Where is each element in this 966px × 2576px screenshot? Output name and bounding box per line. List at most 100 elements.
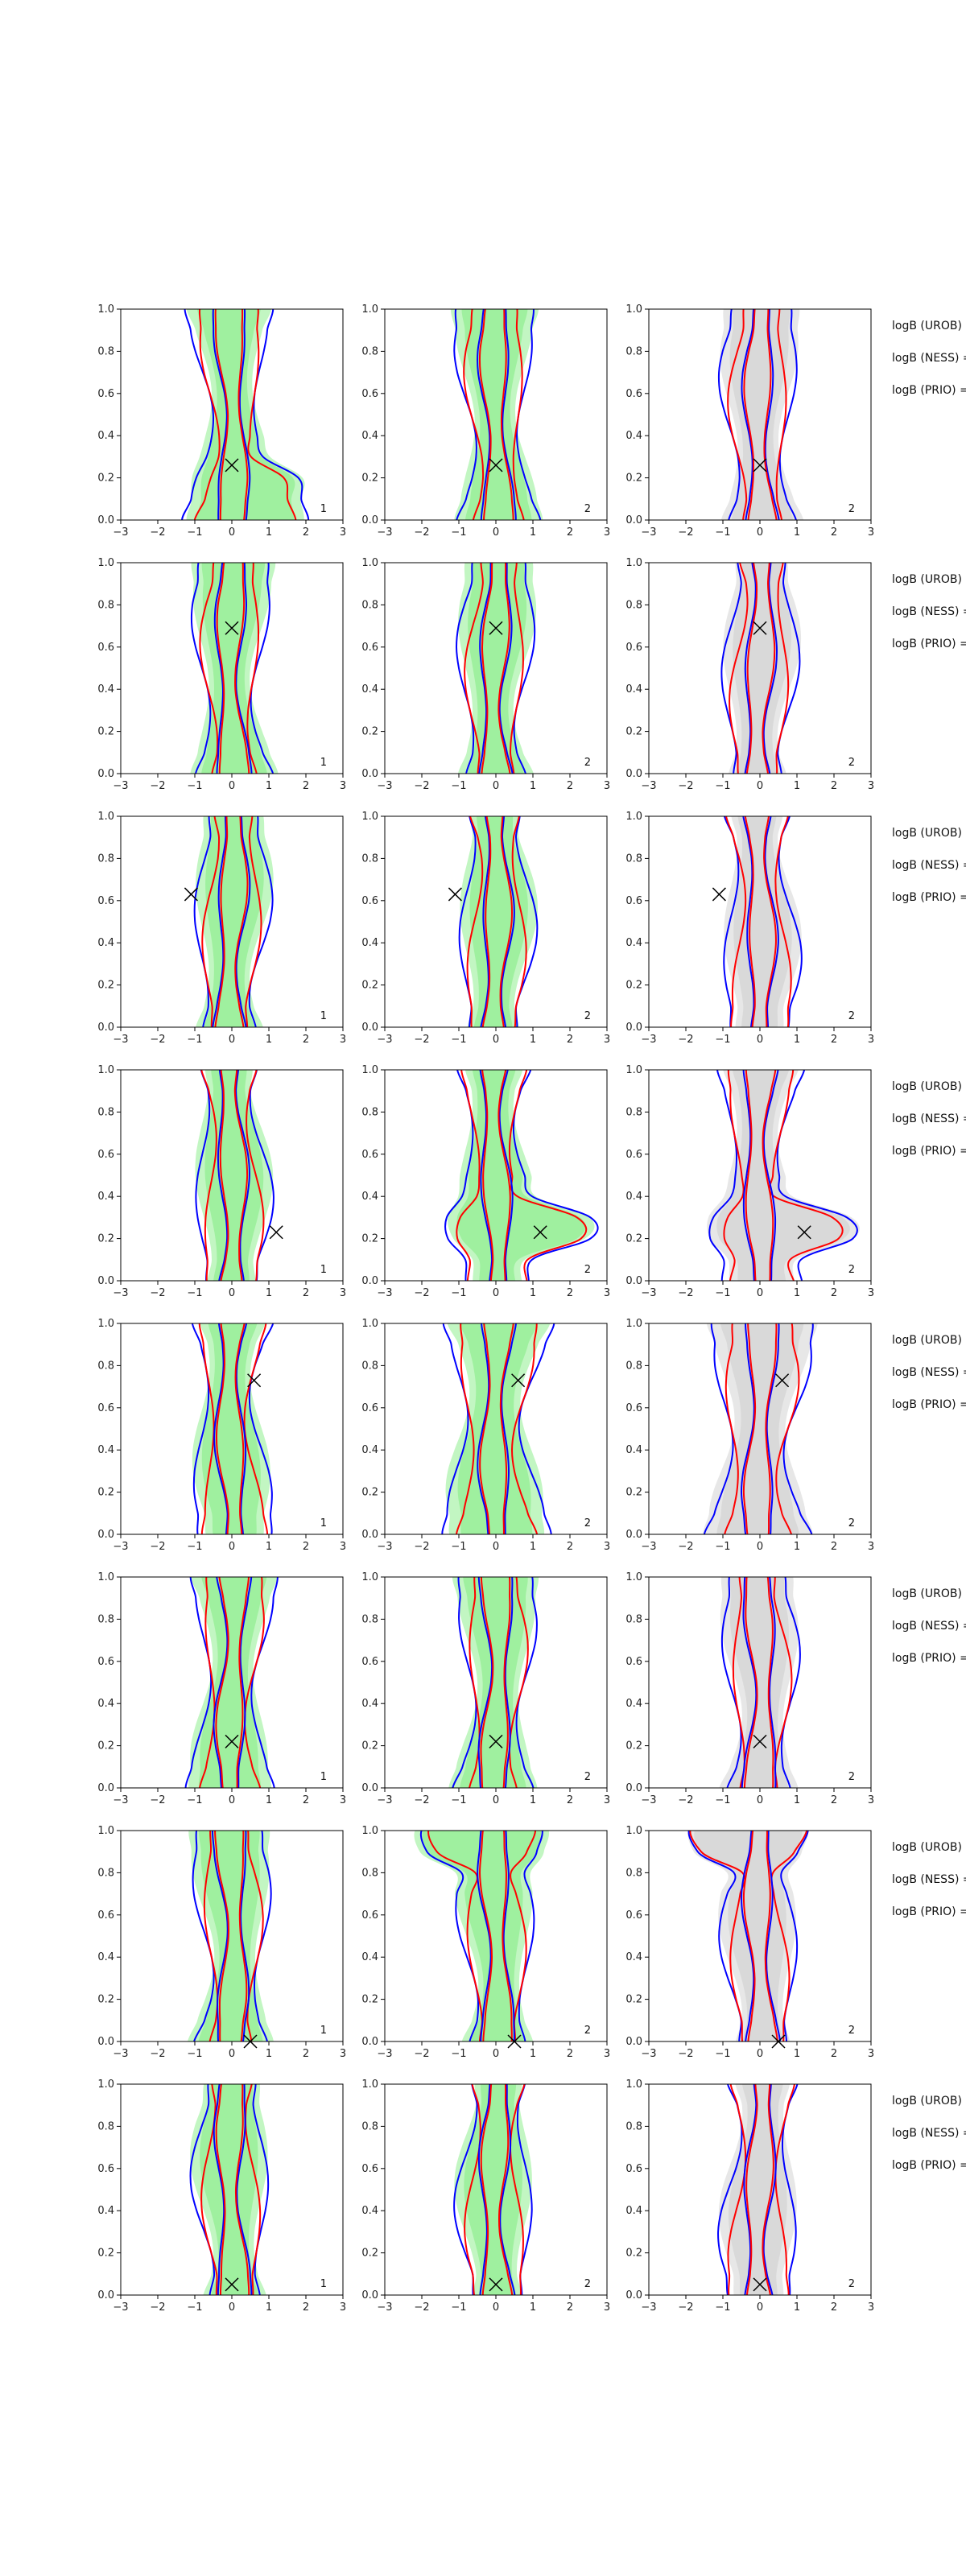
x-tick-label: −2 — [678, 526, 693, 539]
row-side-label: logB (UROB) = — [892, 827, 966, 840]
contour-red-outer — [725, 816, 792, 1027]
y-tick-label: 0.8 — [361, 345, 378, 357]
y-tick-label: 0.8 — [97, 1613, 114, 1625]
panel-r7-c3: −3 −2 −1 0 1 2 3 0.0 0.2 0.4 0.6 0.8 1.0 2 — [625, 1825, 874, 2060]
y-tick-label: 0.2 — [361, 1740, 378, 1752]
x-tick-label: −1 — [715, 1287, 730, 1299]
x-tick-label: 2 — [831, 780, 837, 792]
y-tick-label: 1.0 — [625, 303, 642, 316]
panel-r6-c3: −3 −2 −1 0 1 2 3 0.0 0.2 0.4 0.6 0.8 1.0 2 — [625, 1571, 874, 1806]
x-tick-label: −2 — [678, 780, 693, 792]
panel-contours — [719, 1577, 801, 1788]
marker-x — [511, 1373, 526, 1388]
y-tick-label: 0.8 — [97, 1867, 114, 1879]
x-tick-label: −1 — [451, 1287, 466, 1299]
x-tick-label: −1 — [715, 1541, 730, 1553]
y-tick-label: 0.0 — [361, 1782, 378, 1794]
panel-corner-label: 1 — [320, 503, 327, 515]
x-tick-label: 3 — [604, 1287, 610, 1299]
panel-corner-label: 2 — [848, 2278, 855, 2290]
x-tick-label: 3 — [340, 2301, 346, 2314]
contour-red-inner — [745, 1070, 777, 1281]
panel-contours — [455, 563, 537, 774]
x-tick-label: −3 — [377, 1287, 392, 1299]
panel-corner-label: 1 — [320, 2278, 327, 2290]
contour-blue-inner — [217, 1070, 250, 1281]
contour-red-outer — [427, 1831, 536, 2041]
y-tick-label: 0.6 — [361, 2163, 378, 2175]
x-tick-label: 0 — [229, 2301, 235, 2314]
x-tick-label: −3 — [641, 1541, 656, 1553]
contour-blue-inner — [477, 2084, 516, 2295]
contour-red-inner — [480, 2084, 514, 2295]
y-tick-label: 0.0 — [625, 1529, 642, 1541]
x-tick-label: 0 — [229, 1541, 235, 1553]
row-side-label: logB (NESS) = — [892, 605, 966, 618]
x-tick-label: 2 — [567, 1794, 573, 1806]
panel-r7-c2: −3 −2 −1 0 1 2 3 0.0 0.2 0.4 0.6 0.8 1.0 2 — [361, 1825, 610, 2060]
y-tick-label: 0.2 — [361, 980, 378, 992]
y-tick-label: 0.8 — [97, 852, 114, 865]
row-side-label: logB (PRIO) = — [892, 1905, 966, 1918]
x-tick-label: −1 — [187, 1541, 202, 1553]
contour-red-outer — [456, 1323, 538, 1534]
contour-blue-outer — [453, 2084, 533, 2295]
y-tick-label: 0.4 — [361, 683, 378, 696]
x-tick-label: 2 — [567, 1541, 573, 1553]
row-side-label: logB (UROB) = — [892, 320, 966, 332]
contour-red-inner — [742, 1323, 778, 1534]
x-tick-label: 3 — [868, 2301, 874, 2314]
contour-red-outer — [200, 1070, 265, 1281]
panel-corner-label: 2 — [848, 757, 855, 769]
x-tick-label: 1 — [530, 1794, 536, 1806]
x-tick-label: 1 — [266, 1034, 272, 1046]
x-tick-label: 3 — [868, 780, 874, 792]
x-tick-label: −2 — [150, 1541, 165, 1553]
panel-contours — [195, 1070, 275, 1281]
panel-corner-label: 2 — [584, 1264, 591, 1276]
y-tick-label: 0.4 — [625, 2205, 642, 2217]
x-tick-label: −2 — [414, 2301, 429, 2314]
y-tick-label: 0.0 — [97, 1782, 114, 1794]
contour-blue-inner — [479, 1070, 514, 1281]
x-tick-label: 3 — [340, 1541, 346, 1553]
x-tick-label: −1 — [715, 2301, 730, 2314]
x-tick-label: 0 — [493, 780, 499, 792]
y-tick-label: 0.0 — [97, 1529, 114, 1541]
x-tick-label: 3 — [604, 1794, 610, 1806]
y-tick-label: 0.2 — [625, 2248, 642, 2260]
panel-r3-c3: −3 −2 −1 0 1 2 3 0.0 0.2 0.4 0.6 0.8 1.0 2 — [625, 811, 874, 1046]
contour-red-outer — [198, 1323, 269, 1534]
x-tick-label: 1 — [266, 780, 272, 792]
panel-r2-c3: −3 −2 −1 0 1 2 3 0.0 0.2 0.4 0.6 0.8 1.0 2 — [625, 557, 874, 792]
x-tick-label: −1 — [451, 2301, 466, 2314]
y-tick-label: 0.4 — [625, 430, 642, 442]
panel-r4-c3: −3 −2 −1 0 1 2 3 0.0 0.2 0.4 0.6 0.8 1.0 2 — [625, 1064, 874, 1299]
panel-contours — [450, 309, 543, 520]
x-tick-label: −2 — [414, 2048, 429, 2060]
y-tick-label: 0.4 — [97, 1191, 114, 1203]
y-tick-label: 0.8 — [625, 345, 642, 357]
contour-red-inner — [743, 309, 778, 520]
x-tick-label: −3 — [377, 780, 392, 792]
x-tick-label: 3 — [340, 780, 346, 792]
y-tick-label: 0.4 — [97, 1444, 114, 1456]
x-tick-label: 0 — [229, 1794, 235, 1806]
panel-contours — [717, 309, 804, 520]
panel-contours — [181, 309, 310, 520]
contour-blue-inner — [742, 1070, 779, 1281]
contour-red-inner — [745, 2084, 774, 2295]
panel-contours — [193, 816, 274, 1027]
marker-x — [225, 621, 239, 635]
y-tick-label: 0.6 — [97, 642, 114, 654]
panel-corner-label: 2 — [584, 2278, 591, 2290]
panel-r1-c1: −3 −2 −1 0 1 2 30.00.20.40.60.81.01 — [97, 303, 346, 539]
x-tick-label: 0 — [493, 2048, 499, 2060]
row-side-label: logB (PRIO) = — [892, 638, 966, 650]
panel-contours — [453, 2084, 533, 2295]
x-tick-label: 2 — [831, 2048, 837, 2060]
x-tick-label: −1 — [187, 1034, 202, 1046]
y-tick-label: 0.6 — [625, 2163, 642, 2175]
x-tick-label: 0 — [493, 2301, 499, 2314]
contour-blue-inner — [213, 563, 253, 774]
